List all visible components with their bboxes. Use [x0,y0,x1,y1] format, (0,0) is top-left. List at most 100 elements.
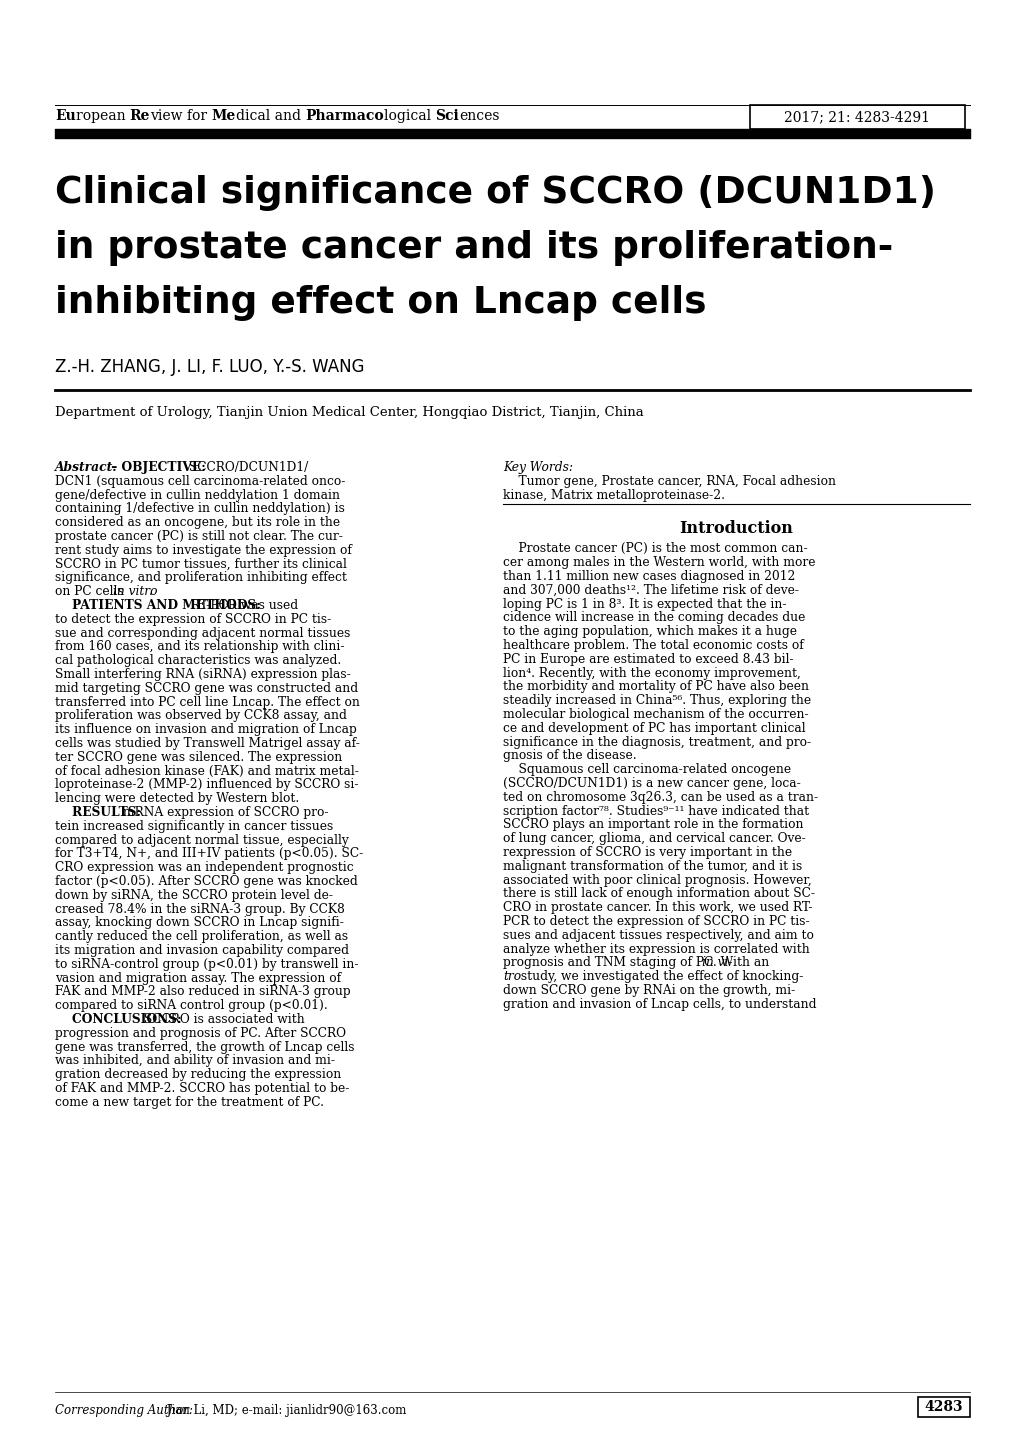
Text: Pharmaco: Pharmaco [305,110,383,123]
Text: proliferation was observed by CCK8 assay, and: proliferation was observed by CCK8 assay… [55,709,346,722]
Text: CRO in prostate cancer. In this work, we used RT-: CRO in prostate cancer. In this work, we… [502,901,812,914]
Text: there is still lack of enough information about SC-: there is still lack of enough informatio… [502,887,814,900]
Text: compared to siRNA control group (p<0.01).: compared to siRNA control group (p<0.01)… [55,999,327,1012]
Text: healthcare problem. The total economic costs of: healthcare problem. The total economic c… [502,639,803,652]
Text: PATIENTS AND METHODS:: PATIENTS AND METHODS: [55,598,261,611]
Text: kinase, Matrix metalloproteinase-2.: kinase, Matrix metalloproteinase-2. [502,489,725,502]
Text: gnosis of the disease.: gnosis of the disease. [502,750,636,763]
Text: containing 1/defective in cullin neddylation) is: containing 1/defective in cullin neddyla… [55,502,344,515]
Text: SCCRO is associated with: SCCRO is associated with [140,1012,305,1027]
Text: steadily increased in China⁵⁶. Thus, exploring the: steadily increased in China⁵⁶. Thus, exp… [502,694,810,707]
Text: for T3+T4, N+, and III+IV patients (p<0.05). SC-: for T3+T4, N+, and III+IV patients (p<0.… [55,848,363,861]
Text: PC in Europe are estimated to exceed 8.43 bil-: PC in Europe are estimated to exceed 8.4… [502,653,793,666]
Text: tro: tro [502,970,521,983]
Text: considered as an oncogene, but its role in the: considered as an oncogene, but its role … [55,516,339,529]
Text: SCCRO/DCUN1D1/: SCCRO/DCUN1D1/ [184,461,308,474]
Text: lencing were detected by Western blot.: lencing were detected by Western blot. [55,792,299,805]
Text: analyze whether its expression is correlated with: analyze whether its expression is correl… [502,943,809,956]
Text: ce and development of PC has important clinical: ce and development of PC has important c… [502,722,805,735]
Text: gene was transferred, the growth of Lncap cells: gene was transferred, the growth of Lnca… [55,1041,355,1054]
Text: to the aging population, which makes it a huge: to the aging population, which makes it … [502,626,796,639]
Text: Introduction: Introduction [679,521,793,538]
Text: study, we investigated the effect of knocking-: study, we investigated the effect of kno… [517,970,803,983]
Text: CONCLUSIONS:: CONCLUSIONS: [55,1012,181,1027]
Text: rent study aims to investigate the expression of: rent study aims to investigate the expre… [55,544,352,557]
Text: down SCCRO gene by RNAi on the growth, mi-: down SCCRO gene by RNAi on the growth, m… [502,983,795,996]
Text: of FAK and MMP-2. SCCRO has potential to be-: of FAK and MMP-2. SCCRO has potential to… [55,1082,350,1094]
Text: – OBJECTIVE:: – OBJECTIVE: [107,461,206,474]
Text: molecular biological mechanism of the occurren-: molecular biological mechanism of the oc… [502,708,808,721]
Text: gene/defective in cullin neddylation 1 domain: gene/defective in cullin neddylation 1 d… [55,489,339,502]
Text: dical and: dical and [235,110,305,123]
Text: the morbidity and mortality of PC have also been: the morbidity and mortality of PC have a… [502,681,808,694]
Text: in vitro: in vitro [113,585,158,598]
Text: (SCCRO/DCUN1D1) is a new cancer gene, loca-: (SCCRO/DCUN1D1) is a new cancer gene, lo… [502,777,800,790]
Text: was inhibited, and ability of invasion and mi-: was inhibited, and ability of invasion a… [55,1054,334,1067]
Text: cantly reduced the cell proliferation, as well as: cantly reduced the cell proliferation, a… [55,930,347,943]
Text: Prostate cancer (PC) is the most common can-: Prostate cancer (PC) is the most common … [502,542,807,555]
Text: creased 78.4% in the siRNA-3 group. By CCK8: creased 78.4% in the siRNA-3 group. By C… [55,903,344,916]
Text: progression and prognosis of PC. After SCCRO: progression and prognosis of PC. After S… [55,1027,345,1040]
Text: .: . [149,585,153,598]
Text: prostate cancer (PC) is still not clear. The cur-: prostate cancer (PC) is still not clear.… [55,531,342,544]
Text: Department of Urology, Tianjin Union Medical Center, Hongqiao District, Tianjin,: Department of Urology, Tianjin Union Med… [55,407,643,420]
Text: of focal adhesion kinase (FAK) and matrix metal-: of focal adhesion kinase (FAK) and matri… [55,764,359,777]
Text: FAK and MMP-2 also reduced in siRNA-3 group: FAK and MMP-2 also reduced in siRNA-3 gr… [55,985,351,998]
Text: Key Words:: Key Words: [502,461,573,474]
Text: logical: logical [383,110,435,123]
Text: in vi-: in vi- [701,956,732,969]
Text: Sci: Sci [435,110,459,123]
Text: cal pathological characteristics was analyzed.: cal pathological characteristics was ana… [55,655,341,668]
Text: to siRNA-control group (p<0.01) by transwell in-: to siRNA-control group (p<0.01) by trans… [55,957,358,970]
Text: its influence on invasion and migration of Lncap: its influence on invasion and migration … [55,724,357,737]
Text: Squamous cell carcinoma-related oncogene: Squamous cell carcinoma-related oncogene [502,763,791,776]
Text: loproteinase-2 (MMP-2) influenced by SCCRO si-: loproteinase-2 (MMP-2) influenced by SCC… [55,779,358,792]
Text: 2017; 21: 4283-4291: 2017; 21: 4283-4291 [784,110,929,124]
Text: inhibiting effect on Lncap cells: inhibiting effect on Lncap cells [55,286,706,322]
Text: cidence will increase in the coming decades due: cidence will increase in the coming deca… [502,611,805,624]
Text: Abstract.: Abstract. [55,461,117,474]
Text: Me: Me [211,110,235,123]
Text: rexpression of SCCRO is very important in the: rexpression of SCCRO is very important i… [502,846,792,859]
Text: down by siRNA, the SCCRO protein level de-: down by siRNA, the SCCRO protein level d… [55,888,332,901]
Text: mid targeting SCCRO gene was constructed and: mid targeting SCCRO gene was constructed… [55,682,358,695]
Text: sues and adjacent tissues respectively, and aim to: sues and adjacent tissues respectively, … [502,929,813,942]
Text: ted on chromosome 3q26.3, can be used as a tran-: ted on chromosome 3q26.3, can be used as… [502,790,817,803]
Text: ter SCCRO gene was silenced. The expression: ter SCCRO gene was silenced. The express… [55,751,342,764]
Text: tein increased significantly in cancer tissues: tein increased significantly in cancer t… [55,820,333,833]
Text: mRNA expression of SCCRO pro-: mRNA expression of SCCRO pro- [118,806,328,819]
Text: factor (p<0.05). After SCCRO gene was knocked: factor (p<0.05). After SCCRO gene was kn… [55,875,358,888]
Text: from 160 cases, and its relationship with clini-: from 160 cases, and its relationship wit… [55,640,344,653]
Text: on PC cells: on PC cells [55,585,127,598]
Text: 4283: 4283 [924,1400,962,1415]
Text: sue and corresponding adjacent normal tissues: sue and corresponding adjacent normal ti… [55,627,351,640]
Text: DCN1 (squamous cell carcinoma-related onco-: DCN1 (squamous cell carcinoma-related on… [55,474,345,487]
Text: Tumor gene, Prostate cancer, RNA, Focal adhesion: Tumor gene, Prostate cancer, RNA, Focal … [502,474,836,487]
Text: Corresponding Author:: Corresponding Author: [55,1405,193,1417]
Text: SCCRO plays an important role in the formation: SCCRO plays an important role in the for… [502,819,803,832]
Text: compared to adjacent normal tissue, especially: compared to adjacent normal tissue, espe… [55,833,348,846]
Text: assay, knocking down SCCRO in Lncap signifi-: assay, knocking down SCCRO in Lncap sign… [55,917,343,930]
Text: ropean: ropean [75,110,129,123]
Text: ences: ences [459,110,499,123]
Text: transferred into PC cell line Lncap. The effect on: transferred into PC cell line Lncap. The… [55,695,360,708]
Text: gration decreased by reducing the expression: gration decreased by reducing the expres… [55,1069,341,1082]
Text: Small interfering RNA (siRNA) expression plas-: Small interfering RNA (siRNA) expression… [55,668,351,681]
Text: loping PC is 1 in 8³. It is expected that the in-: loping PC is 1 in 8³. It is expected tha… [502,597,786,610]
Text: CRO expression was an independent prognostic: CRO expression was an independent progno… [55,861,354,874]
Text: of lung cancer, glioma, and cervical cancer. Ove-: of lung cancer, glioma, and cervical can… [502,832,805,845]
Text: gration and invasion of Lncap cells, to understand: gration and invasion of Lncap cells, to … [502,998,815,1011]
Text: cer among males in the Western world, with more: cer among males in the Western world, wi… [502,557,815,570]
Text: RESULTS:: RESULTS: [55,806,141,819]
Text: malignant transformation of the tumor, and it is: malignant transformation of the tumor, a… [502,859,802,872]
Text: prognosis and TNM staging of PC. With an: prognosis and TNM staging of PC. With an [502,956,772,969]
Text: Jian Li, MD; e-mail: jianlidr90@163.com: Jian Li, MD; e-mail: jianlidr90@163.com [163,1405,406,1417]
Text: PCR to detect the expression of SCCRO in PC tis-: PCR to detect the expression of SCCRO in… [502,916,809,929]
Text: Re: Re [129,110,150,123]
Text: and 307,000 deaths¹². The lifetime risk of deve-: and 307,000 deaths¹². The lifetime risk … [502,584,798,597]
Text: than 1.11 million new cases diagnosed in 2012: than 1.11 million new cases diagnosed in… [502,570,795,583]
Text: Eu: Eu [55,110,75,123]
Text: Clinical significance of SCCRO (DCUN1D1): Clinical significance of SCCRO (DCUN1D1) [55,174,935,211]
Bar [917,1397,969,1417]
Bar [749,105,964,128]
